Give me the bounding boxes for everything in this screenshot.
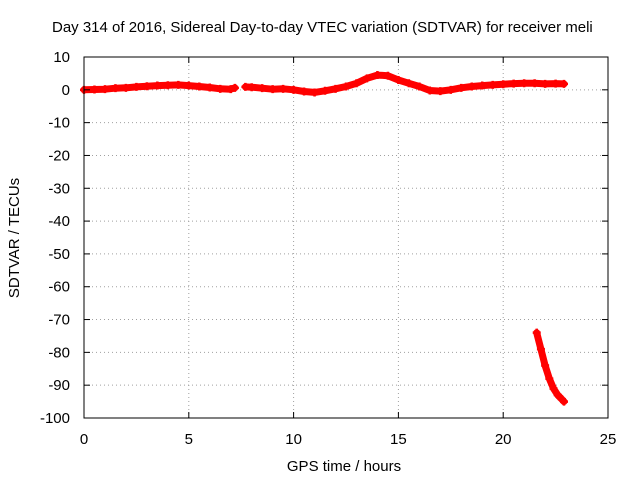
data-point [536, 345, 545, 354]
data-point [258, 84, 267, 93]
data-point [268, 85, 277, 94]
grid-lines [84, 57, 608, 418]
y-axis-label: SDTVAR / TECUs [6, 178, 23, 298]
data-point [499, 80, 508, 89]
x-axis-label: GPS time / hours [287, 458, 401, 475]
data-point [509, 79, 518, 88]
data-point [310, 88, 319, 97]
data-point [163, 81, 172, 90]
data-point [174, 80, 183, 89]
data-point [216, 84, 225, 93]
data-point [545, 374, 554, 383]
data-point [142, 82, 151, 91]
y-tick-label: 0 [62, 82, 70, 99]
data-point [373, 71, 382, 80]
data-point [230, 83, 239, 92]
data-point [541, 79, 550, 88]
data-point [532, 328, 541, 337]
y-tick-label: -60 [48, 279, 70, 296]
data-point [436, 87, 445, 96]
data-point [205, 83, 214, 92]
data-point [100, 85, 109, 94]
series-line [80, 81, 239, 94]
data-point [404, 79, 413, 88]
data-point [553, 391, 562, 400]
data-point [425, 86, 434, 95]
y-axis-ticks: 10 0 -10 -20 -30 -40 -50 -60 -70 -80 -90 -100 [40, 49, 608, 427]
data-point [394, 75, 403, 84]
data-point [549, 384, 558, 393]
data-point [90, 85, 99, 94]
data-point [551, 79, 560, 88]
y-tick-label: -50 [48, 246, 70, 263]
data-point [132, 82, 141, 91]
y-tick-label: -10 [48, 115, 70, 132]
data-point [559, 79, 568, 88]
data-point [121, 83, 130, 92]
data-point [195, 82, 204, 91]
data-point [383, 71, 392, 80]
x-tick-label: 5 [185, 431, 193, 448]
data-point [520, 79, 529, 88]
data-point [153, 81, 162, 90]
data-point [446, 85, 455, 94]
data-series [80, 71, 568, 406]
x-tick-label: 25 [600, 431, 617, 448]
data-point [530, 79, 539, 88]
series-line [533, 329, 568, 406]
data-point [415, 82, 424, 91]
x-tick-label: 10 [285, 431, 302, 448]
y-tick-label: -40 [48, 213, 70, 230]
data-point [226, 85, 235, 94]
data-point [541, 361, 550, 370]
data-point [331, 84, 340, 93]
y-tick-label: -90 [48, 377, 70, 394]
x-tick-label: 20 [495, 431, 512, 448]
data-point [279, 84, 288, 93]
y-tick-label: -80 [48, 344, 70, 361]
y-tick-label: -20 [48, 147, 70, 164]
y-tick-label: -70 [48, 312, 70, 329]
y-tick-label: 10 [53, 49, 70, 66]
data-point [111, 84, 120, 93]
data-point [184, 81, 193, 90]
data-point [478, 81, 487, 90]
x-axis-ticks: 0 5 10 15 20 25 [80, 57, 617, 448]
x-tick-label: 15 [390, 431, 407, 448]
data-point [467, 82, 476, 91]
data-point [300, 87, 309, 96]
y-tick-label: -30 [48, 180, 70, 197]
y-tick-label: -100 [40, 410, 70, 427]
data-point [289, 85, 298, 94]
plot-frame [83, 56, 609, 419]
data-point [352, 79, 361, 88]
data-point [362, 74, 371, 83]
data-point [559, 397, 568, 406]
x-tick-label: 0 [80, 431, 88, 448]
data-point [342, 82, 350, 91]
plot-border [83, 56, 609, 419]
data-point [488, 80, 497, 89]
chart-title: Day 314 of 2016, Sidereal Day-to-day VTE… [52, 19, 593, 36]
data-point [457, 83, 466, 92]
data-point [247, 83, 256, 92]
data-point [321, 86, 330, 95]
